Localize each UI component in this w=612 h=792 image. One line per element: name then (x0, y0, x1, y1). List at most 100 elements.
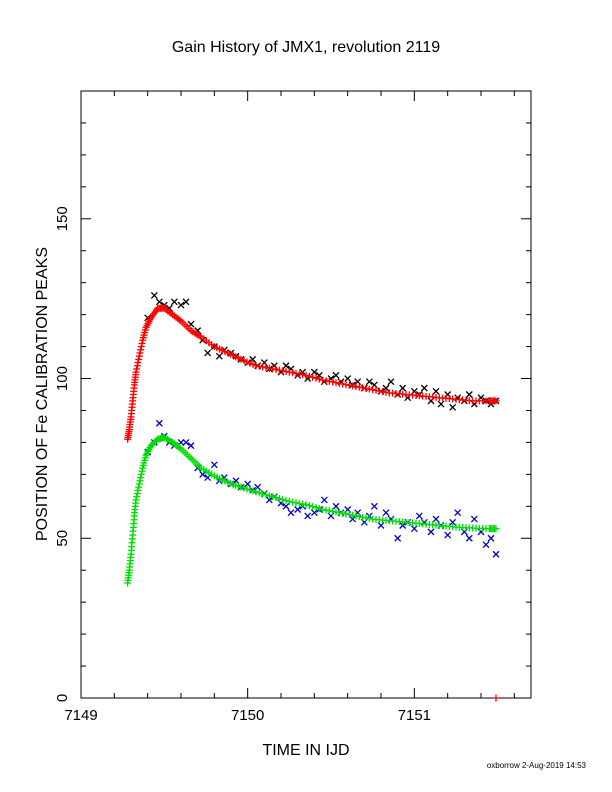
data-point (132, 496, 140, 504)
plot-frame (80, 90, 532, 699)
data-point (243, 485, 251, 493)
data-point (265, 492, 273, 500)
data-point (249, 360, 257, 368)
data-point (155, 419, 163, 427)
data-point (470, 515, 478, 523)
data-point (175, 316, 183, 324)
data-point (282, 497, 290, 505)
data-point (182, 438, 190, 446)
y-axis: 0 50 100 150 (54, 90, 531, 702)
data-point (175, 444, 183, 452)
series-lower-peak-measured (144, 419, 500, 558)
data-point (137, 470, 145, 478)
series-layer (124, 292, 500, 587)
data-point (302, 371, 310, 379)
series-upper-peak-fit (124, 304, 500, 443)
data-point (244, 480, 252, 488)
data-point (137, 343, 145, 351)
data-point (449, 403, 457, 411)
data-point (399, 522, 407, 529)
data-point (370, 502, 378, 510)
chart-title: Gain History of JMX1, revolution 2119 (172, 39, 440, 56)
x-tick-label: 7149 (64, 707, 97, 724)
data-point (312, 504, 320, 512)
data-point (437, 400, 445, 408)
data-point (135, 352, 143, 360)
data-point (492, 525, 500, 533)
data-point (137, 346, 145, 354)
y-tick-label: 0 (54, 694, 71, 702)
annotation-layer (492, 694, 500, 702)
y-tick-label: 150 (54, 206, 71, 231)
data-point (240, 357, 248, 365)
data-point (240, 484, 248, 492)
data-point (365, 378, 373, 386)
data-point (135, 480, 143, 488)
data-point (182, 298, 190, 306)
data-point (294, 506, 302, 513)
data-point (394, 534, 402, 542)
data-point (237, 355, 245, 363)
data-point (204, 349, 212, 357)
data-point (134, 486, 142, 494)
data-point (134, 359, 142, 367)
data-point (204, 474, 212, 482)
data-point (304, 512, 312, 520)
data-point (137, 474, 145, 482)
data-point (444, 531, 452, 539)
data-point (187, 442, 195, 450)
annotation-mark (492, 694, 500, 702)
data-point (349, 515, 357, 523)
data-point (454, 509, 462, 517)
data-point (133, 365, 141, 373)
data-point (133, 362, 141, 370)
data-point (432, 515, 440, 523)
data-point (262, 491, 270, 499)
data-point (215, 352, 223, 360)
data-point (309, 503, 317, 511)
data-point (136, 477, 144, 485)
data-point (305, 502, 313, 510)
data-point (315, 371, 323, 379)
data-point (249, 355, 257, 363)
data-point (487, 534, 495, 542)
data-point (136, 349, 144, 357)
data-point (465, 534, 473, 542)
x-axis: 7149 7150 7151 (64, 91, 515, 724)
data-point (420, 384, 428, 392)
data-point (249, 487, 257, 495)
data-point (492, 397, 500, 405)
data-point (332, 371, 340, 379)
data-point (399, 384, 407, 392)
y-axis-label: POSITION OF Fe CALIBRATION PEAKS (34, 247, 51, 541)
data-point (387, 378, 395, 386)
data-point (252, 488, 260, 496)
data-point (492, 550, 500, 558)
data-point (272, 494, 280, 502)
data-point (315, 375, 323, 383)
data-point (243, 358, 251, 366)
data-point (210, 461, 218, 469)
data-point (269, 493, 277, 501)
x-tick-label: 7151 (398, 707, 431, 724)
series-upper-peak-measured (144, 292, 500, 411)
x-axis-label: TIME IN IJD (262, 742, 349, 759)
x-tick-label: 7150 (231, 707, 264, 724)
data-point (279, 496, 287, 504)
data-point (246, 359, 254, 367)
data-point (302, 501, 310, 509)
data-point (427, 528, 435, 536)
data-point (177, 301, 185, 309)
data-point (132, 368, 140, 376)
data-point (265, 496, 273, 504)
data-point (135, 483, 143, 491)
data-point (275, 495, 283, 503)
series-lower-peak-fit (124, 434, 500, 587)
data-point (138, 339, 146, 347)
data-point (150, 292, 158, 299)
data-point (382, 384, 390, 392)
data-point (449, 518, 457, 526)
data-point (199, 470, 207, 478)
data-point (246, 486, 254, 494)
